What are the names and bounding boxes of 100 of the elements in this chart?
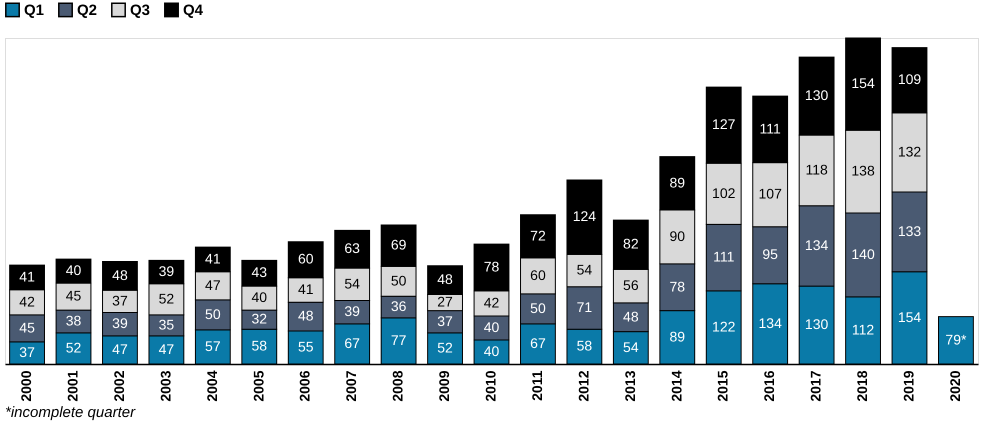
x-tick-label: 2020: [946, 370, 963, 402]
data-label: 57: [205, 338, 221, 354]
data-label: 67: [530, 334, 546, 351]
x-tick-label: 2015: [714, 370, 731, 402]
data-label: 38: [66, 312, 82, 328]
data-label: 48: [112, 266, 128, 283]
data-label: 134: [758, 314, 782, 331]
data-label: 69: [390, 236, 407, 253]
x-tick-label: 2002: [110, 370, 127, 402]
x-tick-label: 2016: [761, 370, 778, 402]
data-label: 36: [390, 298, 407, 314]
data-label: 111: [713, 248, 735, 265]
data-label: 43: [251, 264, 268, 280]
x-tick-label: 2009: [436, 370, 452, 402]
data-label: 42: [19, 293, 36, 310]
data-label: 79*: [945, 331, 967, 348]
data-label: 40: [484, 343, 500, 360]
data-label: 45: [66, 288, 82, 304]
x-tick-label: 2011: [528, 370, 545, 401]
data-label: 37: [112, 292, 128, 308]
data-label: 154: [898, 308, 922, 325]
data-label: 50: [530, 300, 546, 316]
data-label: 54: [576, 262, 592, 278]
x-tick-label: 2007: [343, 370, 360, 402]
data-label: 47: [205, 276, 221, 293]
x-tick-label: 2019: [900, 370, 916, 402]
x-tick-label: 2012: [575, 370, 592, 402]
data-label: 71: [576, 298, 592, 315]
data-label: 112: [852, 321, 874, 338]
legend-label: Q3: [130, 2, 150, 19]
data-label: 67: [344, 334, 360, 351]
data-label: 42: [484, 294, 500, 310]
data-label: 48: [298, 308, 314, 324]
x-tick-label: 2000: [18, 370, 34, 402]
data-label: 118: [805, 161, 828, 178]
data-label: 56: [623, 277, 639, 294]
x-tick-label: 2006: [296, 370, 313, 402]
data-label: 90: [669, 228, 686, 244]
x-tick-label: 2014: [668, 370, 684, 402]
data-label: 82: [623, 236, 639, 252]
data-label: 130: [804, 87, 828, 104]
data-label: 35: [158, 316, 174, 332]
data-label: 37: [437, 312, 454, 329]
legend-label: Q2: [77, 2, 98, 19]
data-label: 50: [205, 306, 221, 322]
data-label: 58: [576, 338, 592, 354]
data-label: 27: [437, 294, 454, 310]
data-label: 72: [530, 227, 546, 244]
data-label: 124: [572, 208, 596, 224]
data-label: 63: [344, 240, 360, 256]
x-tick-label: 2005: [250, 370, 266, 402]
data-label: 138: [851, 162, 875, 179]
data-label: 40: [484, 319, 500, 336]
data-label: 133: [898, 222, 922, 239]
data-label: 39: [112, 315, 128, 332]
data-label: 111: [760, 120, 782, 136]
data-label: 55: [298, 338, 314, 355]
data-label: 109: [898, 71, 922, 88]
x-tick-label: 2003: [157, 370, 174, 402]
data-label: 60: [530, 266, 546, 283]
x-tick-label: 2010: [482, 370, 498, 402]
data-label: 78: [669, 278, 686, 294]
data-label: 50: [390, 272, 407, 288]
data-label: 40: [251, 289, 268, 306]
data-label: 89: [669, 328, 686, 344]
data-label: 78: [484, 258, 500, 275]
x-tick-label: 2008: [390, 370, 406, 402]
legend-label: Q1: [24, 2, 44, 19]
data-label: 122: [712, 318, 736, 334]
data-label: 102: [712, 184, 736, 201]
data-label: 54: [623, 338, 639, 355]
data-label: 77: [390, 332, 407, 348]
data-label: 95: [762, 246, 778, 262]
data-label: 40: [66, 262, 82, 278]
x-tick-label: 2001: [64, 370, 81, 402]
data-label: 41: [298, 280, 314, 297]
data-label: 132: [898, 143, 922, 160]
data-label: 52: [158, 290, 174, 306]
data-label: 37: [19, 344, 36, 360]
data-label: 41: [205, 250, 221, 266]
text: *incomplete quarter: [5, 404, 136, 422]
x-tick-label: 2004: [204, 370, 220, 402]
data-label: 54: [344, 275, 360, 292]
data-label: 127: [712, 116, 736, 132]
x-tick-label: 2018: [854, 370, 870, 402]
data-label: 89: [669, 174, 686, 190]
data-label: 48: [623, 308, 639, 324]
data-label: 154: [851, 75, 875, 92]
data-label: 45: [19, 319, 36, 336]
data-label: 58: [251, 338, 268, 354]
data-label: 140: [851, 246, 875, 262]
x-tick-label: 2017: [808, 370, 824, 402]
data-label: 52: [437, 339, 454, 356]
x-tick-label: 2013: [622, 370, 638, 402]
data-label: 47: [158, 340, 174, 357]
data-label: 107: [758, 186, 782, 202]
data-label: 39: [344, 303, 360, 320]
data-label: 48: [437, 271, 454, 288]
data-label: 32: [251, 310, 268, 327]
data-label: 60: [298, 250, 314, 267]
